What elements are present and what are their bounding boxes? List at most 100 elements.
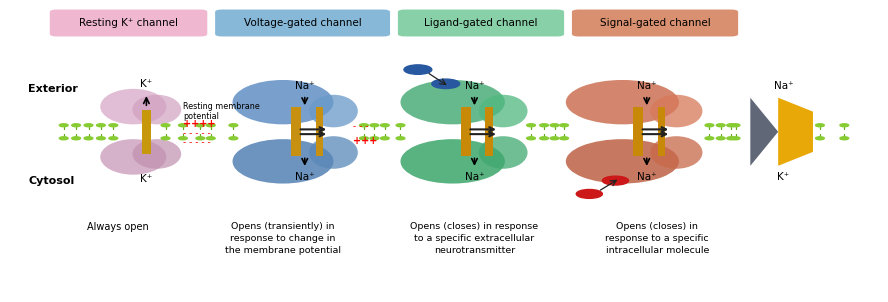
FancyBboxPatch shape xyxy=(50,10,207,37)
Text: Na⁺: Na⁺ xyxy=(773,81,793,91)
Circle shape xyxy=(576,189,602,198)
Circle shape xyxy=(380,137,389,140)
Text: Resting membrane
potential: Resting membrane potential xyxy=(183,102,259,121)
Circle shape xyxy=(540,137,549,140)
Text: Ligand-gated channel: Ligand-gated channel xyxy=(424,18,538,28)
Circle shape xyxy=(731,137,740,140)
Circle shape xyxy=(396,137,405,140)
Circle shape xyxy=(815,137,824,140)
Circle shape xyxy=(705,137,714,140)
Text: Na⁺: Na⁺ xyxy=(295,172,314,182)
Ellipse shape xyxy=(479,95,527,127)
Ellipse shape xyxy=(650,95,702,127)
Circle shape xyxy=(380,124,389,127)
Text: +++: +++ xyxy=(353,136,377,146)
Circle shape xyxy=(84,124,93,127)
Text: Na⁺: Na⁺ xyxy=(637,172,656,182)
FancyBboxPatch shape xyxy=(398,10,564,37)
Circle shape xyxy=(726,137,735,140)
Circle shape xyxy=(161,137,170,140)
Circle shape xyxy=(196,137,204,140)
Ellipse shape xyxy=(650,136,702,169)
Polygon shape xyxy=(778,98,813,166)
Ellipse shape xyxy=(400,80,505,124)
Circle shape xyxy=(59,137,68,140)
Ellipse shape xyxy=(566,139,679,184)
Circle shape xyxy=(109,124,117,127)
Circle shape xyxy=(705,124,714,127)
Circle shape xyxy=(97,137,106,140)
Circle shape xyxy=(551,137,559,140)
Ellipse shape xyxy=(132,95,181,124)
Ellipse shape xyxy=(309,136,358,169)
Text: Na⁺: Na⁺ xyxy=(295,81,314,91)
Circle shape xyxy=(206,137,215,140)
Ellipse shape xyxy=(233,80,334,124)
Circle shape xyxy=(360,137,369,140)
Ellipse shape xyxy=(132,139,181,169)
Circle shape xyxy=(72,124,81,127)
FancyBboxPatch shape xyxy=(215,10,390,37)
Circle shape xyxy=(72,137,81,140)
Text: Opens (transiently) in
response to change in
the membrane potential: Opens (transiently) in response to chang… xyxy=(225,222,341,255)
Ellipse shape xyxy=(233,139,334,184)
Ellipse shape xyxy=(479,136,527,169)
Text: Opens (closes) in
response to a specific
intracellular molecule: Opens (closes) in response to a specific… xyxy=(606,222,709,255)
Circle shape xyxy=(551,124,559,127)
Text: Na⁺: Na⁺ xyxy=(464,172,484,182)
Ellipse shape xyxy=(566,80,679,124)
Circle shape xyxy=(206,124,215,127)
Text: K⁺: K⁺ xyxy=(140,174,153,184)
Text: K⁺: K⁺ xyxy=(140,79,153,89)
Circle shape xyxy=(84,137,93,140)
Ellipse shape xyxy=(100,139,166,175)
Circle shape xyxy=(559,137,568,140)
Bar xyxy=(315,107,323,156)
Circle shape xyxy=(370,137,378,140)
Circle shape xyxy=(109,137,117,140)
Circle shape xyxy=(815,124,824,127)
Circle shape xyxy=(527,124,535,127)
Circle shape xyxy=(726,124,735,127)
Circle shape xyxy=(432,79,460,88)
Bar xyxy=(142,110,151,154)
Text: Exterior: Exterior xyxy=(28,84,78,94)
Polygon shape xyxy=(750,98,778,166)
Text: Cytosol: Cytosol xyxy=(28,175,75,186)
Circle shape xyxy=(59,124,68,127)
Text: ++++: ++++ xyxy=(183,119,216,129)
Text: Na⁺: Na⁺ xyxy=(637,81,656,91)
Circle shape xyxy=(731,124,740,127)
Circle shape xyxy=(360,124,369,127)
Circle shape xyxy=(559,124,568,127)
Circle shape xyxy=(229,124,238,127)
Circle shape xyxy=(540,124,549,127)
FancyBboxPatch shape xyxy=(572,10,738,37)
Text: - - - - -: - - - - - xyxy=(183,138,210,147)
Circle shape xyxy=(229,137,238,140)
Bar xyxy=(658,107,665,156)
Circle shape xyxy=(196,124,204,127)
Circle shape xyxy=(840,124,849,127)
Ellipse shape xyxy=(400,139,505,184)
Circle shape xyxy=(717,124,725,127)
Ellipse shape xyxy=(100,89,166,124)
Text: Voltage-gated channel: Voltage-gated channel xyxy=(243,18,361,28)
Text: Opens (closes) in response
to a specific extracellular
neurotransmitter: Opens (closes) in response to a specific… xyxy=(410,222,538,255)
Circle shape xyxy=(161,124,170,127)
Circle shape xyxy=(602,176,629,185)
Circle shape xyxy=(527,137,535,140)
Circle shape xyxy=(97,124,106,127)
Text: Na⁺: Na⁺ xyxy=(464,81,484,91)
Ellipse shape xyxy=(309,95,358,127)
Text: Always open: Always open xyxy=(87,222,148,232)
Circle shape xyxy=(178,137,187,140)
Text: - - -: - - - xyxy=(353,122,369,131)
Bar xyxy=(486,107,493,156)
Text: Resting K⁺ channel: Resting K⁺ channel xyxy=(79,18,178,28)
Circle shape xyxy=(717,137,725,140)
Circle shape xyxy=(370,124,378,127)
Text: K⁺: K⁺ xyxy=(777,172,789,182)
Circle shape xyxy=(178,124,187,127)
Circle shape xyxy=(840,137,849,140)
